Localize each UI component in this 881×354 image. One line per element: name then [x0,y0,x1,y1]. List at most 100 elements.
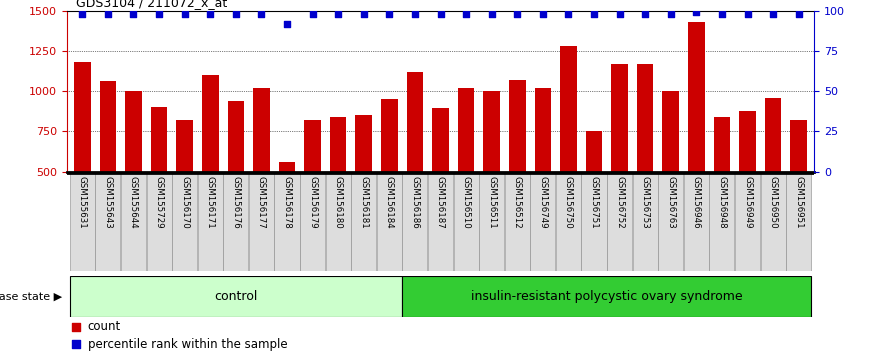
Point [663,11,677,17]
Bar [74,62,91,172]
Point [740,11,754,17]
Text: GSM156752: GSM156752 [615,176,624,229]
Bar [433,108,448,172]
Text: GSM156511: GSM156511 [487,176,496,229]
Bar [223,173,248,271]
Point [306,11,320,17]
Bar [458,88,474,172]
Text: GDS3104 / 211072_x_at: GDS3104 / 211072_x_at [76,0,227,9]
Bar [714,117,730,172]
Text: insulin-resistant polycystic ovary syndrome: insulin-resistant polycystic ovary syndr… [471,290,743,303]
Bar [326,173,351,271]
Bar [146,173,172,271]
Bar [197,173,223,271]
Text: GSM156186: GSM156186 [411,176,419,229]
Bar [658,173,684,271]
Bar [253,88,270,172]
Text: GSM155643: GSM155643 [103,176,113,229]
Point [485,11,499,17]
Bar [403,173,427,271]
Text: GSM156510: GSM156510 [462,176,470,229]
Bar [581,173,606,271]
Text: GSM156751: GSM156751 [589,176,598,229]
Bar [479,173,504,271]
Bar [381,99,397,172]
Bar [790,120,807,172]
Bar [611,64,628,172]
Point [792,11,806,17]
Text: GSM156750: GSM156750 [564,176,573,229]
Text: GSM156951: GSM156951 [794,176,803,229]
Text: GSM156763: GSM156763 [666,176,675,229]
Bar [454,173,478,271]
Point [714,11,729,17]
Point [127,11,141,17]
Bar [633,173,658,271]
Text: GSM155644: GSM155644 [129,176,138,229]
Bar [125,91,142,172]
Point [100,11,115,17]
Point [229,11,243,17]
Bar [304,120,321,172]
Bar [663,91,679,172]
Bar [402,276,811,317]
Point [561,11,575,17]
Bar [70,276,402,317]
Point [75,11,89,17]
Bar [329,117,346,172]
Text: GSM156950: GSM156950 [768,176,778,229]
Bar [172,173,197,271]
Text: GSM156946: GSM156946 [692,176,701,229]
Bar [739,111,756,172]
Point [69,324,83,329]
Bar [407,72,423,172]
Text: GSM156187: GSM156187 [436,176,445,229]
Bar [100,81,116,172]
Bar [278,162,295,172]
Text: GSM156170: GSM156170 [180,176,189,229]
Text: GSM156948: GSM156948 [717,176,727,229]
Point [331,11,345,17]
Bar [275,173,300,271]
Bar [352,173,376,271]
Text: GSM156177: GSM156177 [257,176,266,229]
Point [357,11,371,17]
Bar [535,88,552,172]
Text: percentile rank within the sample: percentile rank within the sample [88,338,287,350]
Text: GSM155631: GSM155631 [78,176,87,229]
Bar [586,131,603,172]
Bar [227,101,244,172]
Bar [95,173,121,271]
Point [689,10,703,15]
Bar [556,173,581,271]
Bar [509,80,526,172]
Point [280,21,294,26]
Text: GSM156179: GSM156179 [308,176,317,229]
Bar [530,173,555,271]
Text: GSM156512: GSM156512 [513,176,522,229]
Point [612,11,626,17]
Bar [377,173,402,271]
Bar [765,98,781,172]
Bar [688,22,705,172]
Point [204,11,218,17]
Bar [735,173,760,271]
Text: GSM156180: GSM156180 [334,176,343,229]
Point [766,11,781,17]
Bar [505,173,529,271]
Bar [786,173,811,271]
Point [638,11,652,17]
Text: disease state ▶: disease state ▶ [0,291,63,302]
Text: GSM156178: GSM156178 [283,176,292,229]
Point [459,11,473,17]
Point [69,341,83,347]
Bar [607,173,633,271]
Text: GSM156181: GSM156181 [359,176,368,229]
Bar [684,173,709,271]
Bar [428,173,453,271]
Point [587,11,601,17]
Text: GSM155729: GSM155729 [154,176,164,229]
Text: count: count [88,320,121,333]
Point [408,11,422,17]
Text: GSM156176: GSM156176 [232,176,241,229]
